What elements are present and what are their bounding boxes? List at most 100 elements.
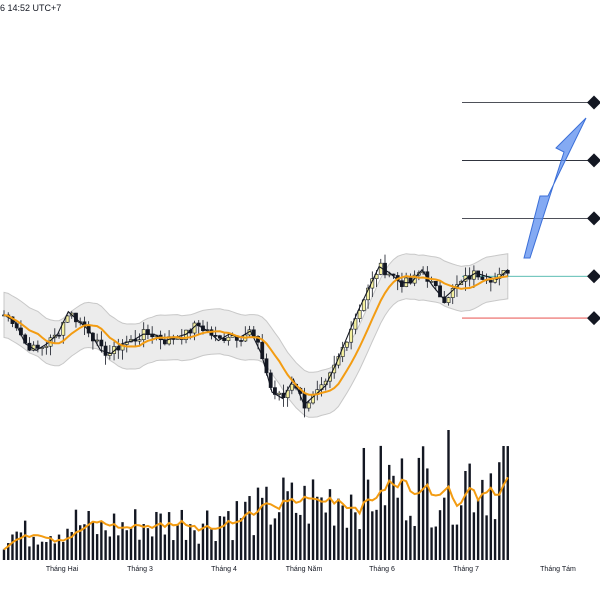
volume-bar	[324, 512, 327, 560]
volume-bar	[277, 512, 281, 560]
volume-bar	[201, 523, 205, 560]
volume-bar	[28, 546, 31, 560]
volume-bar	[396, 497, 399, 560]
volume-bar	[19, 532, 23, 560]
volume-bar	[79, 525, 82, 560]
volume-bar	[426, 468, 429, 560]
x-tick-label: Tháng 6	[369, 566, 395, 573]
candle-body	[400, 280, 404, 287]
candle-body	[446, 297, 451, 303]
candle-body	[218, 335, 222, 339]
volume-bar	[108, 536, 112, 560]
candle-body	[480, 276, 485, 280]
volume-bar	[104, 530, 107, 560]
candle-body	[438, 285, 442, 298]
volume-bar	[7, 543, 10, 560]
volume-bar	[337, 498, 340, 560]
candle-body	[103, 345, 108, 356]
candle-body	[433, 281, 438, 287]
candle-body	[150, 334, 155, 338]
candle-body	[44, 345, 49, 348]
candle-body	[175, 337, 180, 340]
volume-bar	[366, 479, 370, 560]
volume-bar	[172, 540, 175, 560]
volume-bar	[159, 513, 162, 560]
volume-bar	[290, 482, 294, 560]
volume-bar	[23, 520, 27, 560]
volume-bar	[121, 522, 124, 560]
volume-bar	[146, 528, 150, 560]
volume-bar	[100, 522, 103, 560]
volume-bar	[371, 511, 374, 560]
candle-body	[35, 344, 40, 349]
moving-average-line	[3, 275, 508, 396]
volume-bar	[447, 430, 450, 560]
volume-bar	[400, 458, 404, 560]
volume-bar	[112, 513, 116, 560]
candle-body	[120, 344, 125, 351]
volume-bar	[197, 543, 200, 560]
volume-bar	[286, 491, 289, 560]
volume-bar	[493, 519, 497, 560]
candle-body	[289, 383, 294, 391]
candle-body	[387, 273, 392, 276]
candle-body	[226, 336, 231, 341]
candle-body	[344, 341, 349, 348]
level-marker-stop	[587, 311, 600, 326]
volume-bar	[375, 509, 378, 560]
volume-bar	[167, 512, 171, 560]
volume-bar	[49, 536, 52, 560]
x-tick-label: Tháng Hai	[46, 566, 79, 573]
candle-body	[239, 340, 243, 342]
volume-bar	[460, 505, 463, 560]
candle-body	[442, 296, 447, 303]
volume-bar	[409, 515, 412, 560]
volume-bar	[91, 521, 95, 560]
candle-body	[357, 310, 362, 319]
volume-bar	[341, 505, 344, 560]
volume-bar	[222, 516, 226, 560]
volume-bar	[248, 496, 251, 560]
volume-bar	[413, 525, 416, 560]
volume-bar	[417, 457, 421, 560]
volume-bar	[62, 541, 65, 560]
volume-bar	[180, 509, 183, 560]
volume-bar	[455, 524, 459, 560]
volume-bar	[53, 543, 56, 560]
candle-body	[65, 315, 70, 323]
volume-bar	[70, 531, 73, 560]
candle-body	[57, 334, 61, 337]
volume-bar	[261, 497, 264, 560]
volume-bar	[421, 446, 425, 560]
x-tick-label: Tháng 3	[127, 566, 153, 573]
volume-bar	[451, 524, 454, 560]
volume-bar	[502, 445, 505, 560]
volume-bar	[506, 446, 509, 560]
volume-bar	[468, 463, 471, 560]
price-band	[3, 253, 509, 418]
volume-bar	[150, 536, 154, 560]
volume-bar	[45, 541, 48, 560]
volume-bar	[66, 528, 69, 560]
volume-bar	[333, 525, 336, 560]
volume-bar	[218, 516, 222, 560]
volume-bar	[15, 531, 18, 560]
volume-bar	[235, 501, 239, 560]
volume-bar	[282, 477, 285, 560]
volume-bar	[392, 475, 395, 560]
volume-bar	[252, 535, 255, 560]
volume-bar	[2, 549, 6, 560]
volume-bar	[273, 518, 277, 560]
x-tick-label: Tháng 4	[211, 566, 237, 573]
volume-bar	[36, 544, 40, 560]
candle-body	[306, 402, 311, 409]
volume-bar	[485, 515, 488, 560]
volume-bar	[438, 510, 442, 560]
volume-bar	[32, 536, 35, 560]
volume-bar	[239, 518, 243, 560]
volume-bar	[57, 534, 61, 560]
volume-bar	[388, 464, 391, 560]
volume-bar	[434, 526, 437, 560]
volume-bar	[489, 473, 493, 560]
